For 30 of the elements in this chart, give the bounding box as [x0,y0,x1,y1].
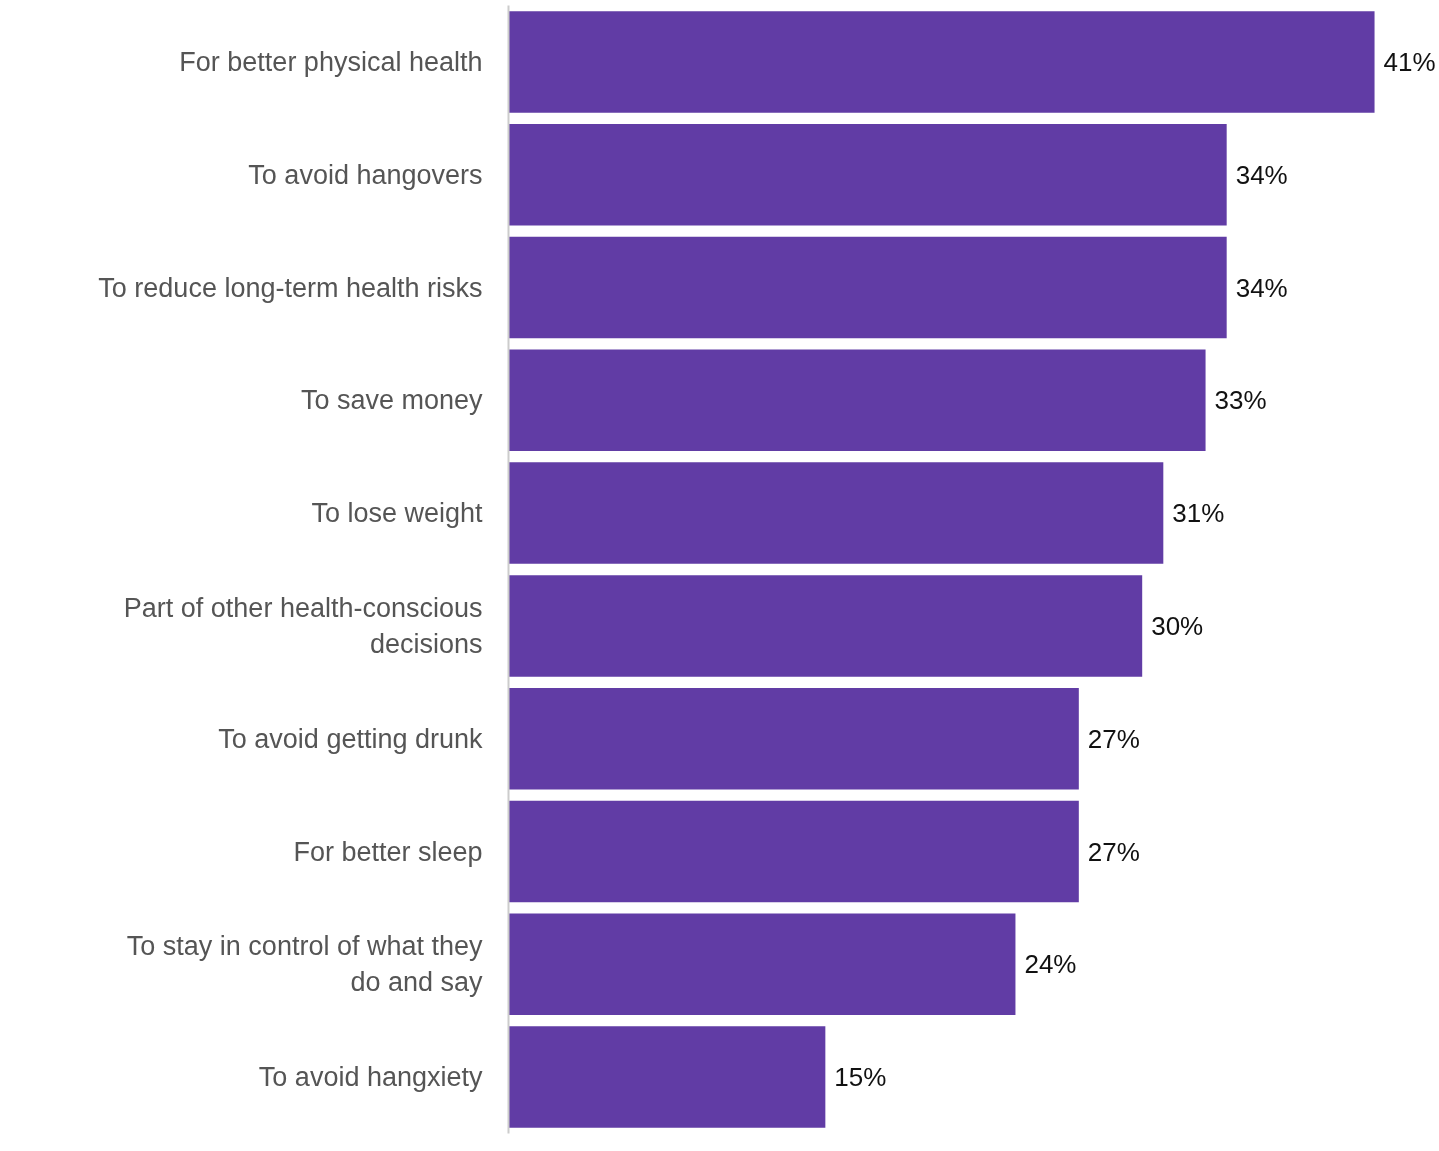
y-tick-label: To avoid hangovers [248,159,483,190]
y-tick-label: To reduce long-term health risks [98,272,483,303]
data-label: 30% [1151,610,1204,641]
y-tick-label: To stay in control of what they do and say [126,931,483,998]
bar [508,1026,826,1128]
data-label: 27% [1087,723,1140,754]
bar [508,462,1164,564]
bar [508,800,1079,903]
bar [508,236,1227,339]
bar [508,575,1143,677]
y-tick-label: For better physical health [179,46,483,77]
y-tick-label: To avoid hangxiety [258,1062,483,1093]
y-tick-label: To avoid getting drunk [218,723,483,754]
bar [508,123,1227,226]
y-tick-label: To lose weight [311,498,483,529]
data-label: 34% [1235,159,1288,190]
y-tick-label: To save money [300,385,483,416]
y-tick-label: Part of other health-conscious decisions [123,592,483,659]
data-label: 15% [834,1062,887,1093]
bar [508,913,1016,1016]
data-label: 24% [1024,949,1077,980]
data-label: 33% [1214,385,1267,416]
bar [508,11,1375,113]
bar [508,687,1079,790]
bar [508,349,1206,452]
data-label: 31% [1172,498,1225,529]
data-label: 41% [1383,46,1436,77]
data-label: 27% [1087,836,1140,867]
data-label: 34% [1235,272,1288,303]
y-tick-label: For better sleep [293,836,483,867]
